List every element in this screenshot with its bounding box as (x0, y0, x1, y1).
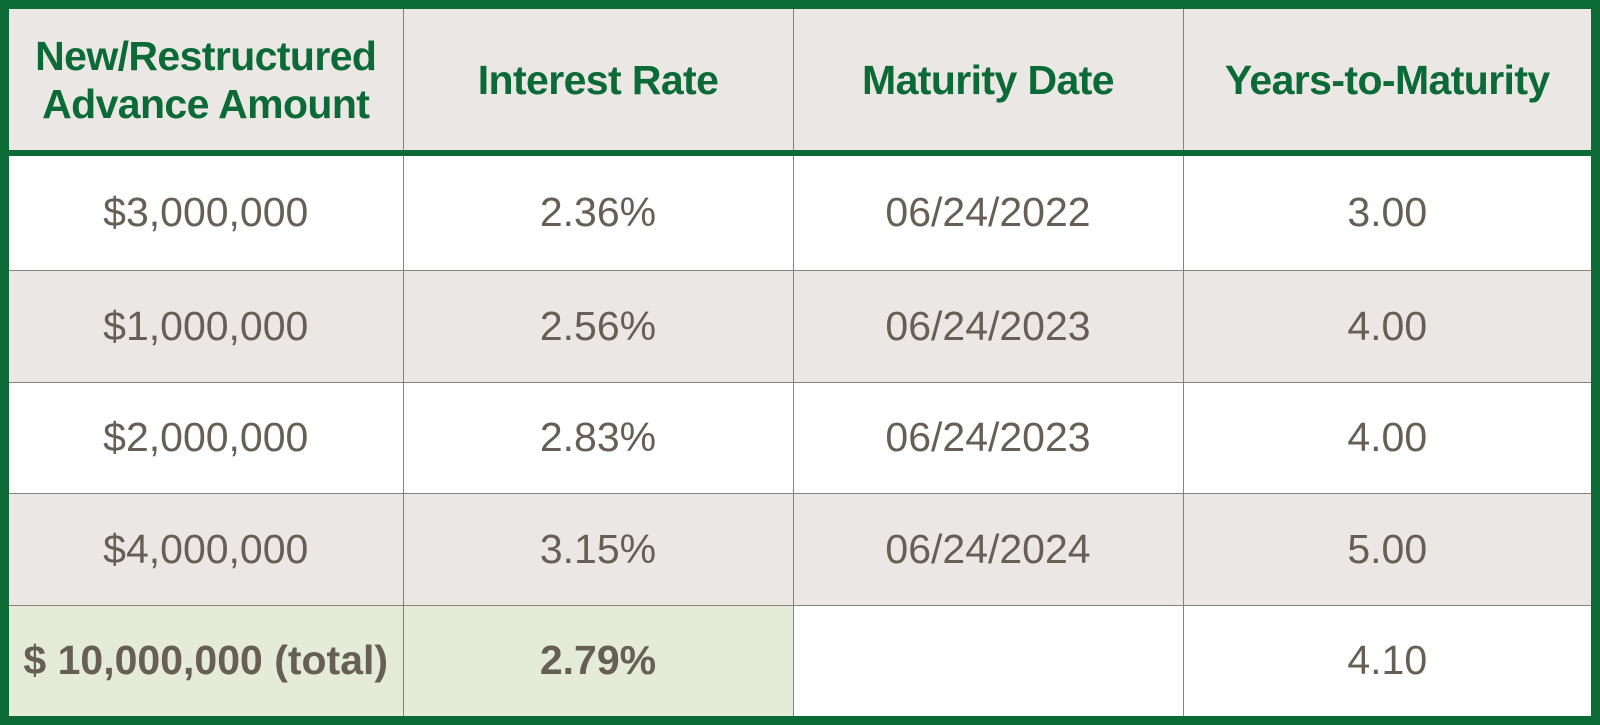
cell-years-to-maturity: 3.00 (1183, 153, 1591, 271)
cell-interest-rate: 2.56% (403, 270, 794, 383)
cell-years-to-maturity: 4.00 (1183, 382, 1591, 495)
cell-years-to-maturity: 4.00 (1183, 270, 1591, 383)
cell-interest-rate: 2.83% (403, 382, 794, 495)
cell-amount: $4,000,000 (9, 493, 404, 606)
cell-amount: $3,000,000 (9, 153, 404, 271)
cell-years-to-maturity: 5.00 (1183, 493, 1591, 606)
cell-amount: $1,000,000 (9, 270, 404, 383)
table-row: $4,000,000 3.15% 06/24/2024 5.00 (9, 493, 1591, 606)
header-row: New/Restructured Advance Amount Interest… (9, 9, 1591, 156)
cell-interest-rate: 2.36% (403, 153, 794, 271)
header-years-to-maturity: Years-to-Maturity (1183, 9, 1591, 156)
cell-maturity-date: 06/24/2024 (793, 493, 1184, 606)
header-advance-amount-line-2: Advance Amount (42, 80, 370, 127)
cell-interest-rate: 3.15% (403, 493, 794, 606)
header-interest-rate-label: Interest Rate (477, 56, 719, 103)
advance-table: New/Restructured Advance Amount Interest… (9, 9, 1591, 716)
cell-maturity-date: 06/24/2022 (793, 153, 1184, 271)
table-row: $1,000,000 2.56% 06/24/2023 4.00 (9, 270, 1591, 383)
header-interest-rate: Interest Rate (403, 9, 794, 156)
cell-maturity-date: 06/24/2023 (793, 270, 1184, 383)
header-maturity-date-label: Maturity Date (862, 56, 1115, 103)
total-row: $ 10,000,000 (total) 2.79% 4.10 (9, 605, 1591, 716)
total-amount-cell: $ 10,000,000 (total) (9, 605, 404, 716)
header-maturity-date: Maturity Date (793, 9, 1184, 156)
total-interest-rate-cell: 2.79% (403, 605, 794, 716)
cell-amount: $2,000,000 (9, 382, 404, 495)
table-row: $2,000,000 2.83% 06/24/2023 4.00 (9, 382, 1591, 495)
total-maturity-date-cell (793, 605, 1184, 716)
table-row: $3,000,000 2.36% 06/24/2022 3.00 (9, 153, 1591, 271)
header-advance-amount-line-1: New/Restructured (35, 32, 377, 79)
header-years-to-maturity-label: Years-to-Maturity (1224, 56, 1550, 103)
total-years-to-maturity-cell: 4.10 (1183, 605, 1591, 716)
cell-maturity-date: 06/24/2023 (793, 382, 1184, 495)
header-advance-amount: New/Restructured Advance Amount (9, 9, 404, 156)
